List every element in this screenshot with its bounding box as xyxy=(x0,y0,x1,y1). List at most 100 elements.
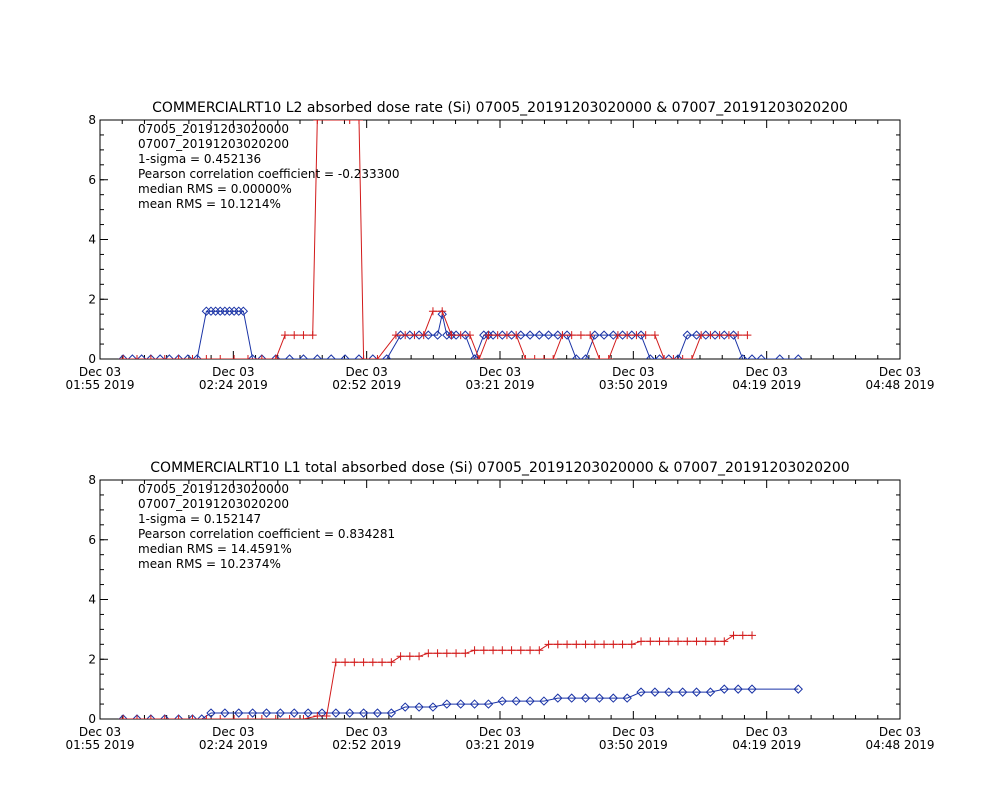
data-point-plus xyxy=(609,640,618,649)
data-point-diamond xyxy=(497,330,508,340)
data-point-diamond xyxy=(423,330,434,340)
data-point-diamond xyxy=(539,696,549,706)
data-point-plus xyxy=(572,640,581,649)
data-point-plus xyxy=(146,355,155,359)
data-point-diamond xyxy=(590,330,600,340)
data-point-plus xyxy=(146,715,155,719)
data-point-plus xyxy=(257,355,266,359)
x-tick-label: Dec 03 xyxy=(79,365,121,379)
data-point-diamond xyxy=(220,306,230,316)
data-point-plus xyxy=(132,715,141,719)
data-point-plus xyxy=(521,355,530,359)
data-point-diamond xyxy=(127,354,138,359)
x-tick-label: 03:50 2019 xyxy=(599,378,668,392)
data-point-diamond xyxy=(155,354,165,359)
x-tick-label: Dec 03 xyxy=(79,725,121,739)
data-point-plus xyxy=(595,355,604,359)
data-point-diamond xyxy=(414,330,424,340)
data-point-plus xyxy=(660,355,669,359)
data-point-diamond xyxy=(261,708,272,718)
data-point-plus xyxy=(669,355,678,359)
x-tick-label: 03:21 2019 xyxy=(466,738,535,752)
x-tick-label: Dec 03 xyxy=(879,365,921,379)
data-point-diamond xyxy=(497,696,508,706)
data-point-plus xyxy=(465,331,474,340)
y-tick-label: 6 xyxy=(88,533,96,547)
data-point-diamond xyxy=(728,330,739,340)
stats-text: median RMS = 14.4591% xyxy=(138,542,292,556)
data-point-plus xyxy=(345,120,354,124)
data-point-diamond xyxy=(345,708,355,718)
data-point-diamond xyxy=(525,330,535,340)
data-point-diamond xyxy=(553,693,563,703)
data-point-diamond xyxy=(691,330,702,340)
data-point-plus xyxy=(581,640,590,649)
data-point-diamond xyxy=(215,306,225,316)
x-tick-label: Dec 03 xyxy=(346,725,388,739)
data-point-plus xyxy=(711,637,720,646)
data-point-diamond xyxy=(275,708,286,718)
data-point-plus xyxy=(202,355,211,359)
y-tick-label: 2 xyxy=(88,652,96,666)
x-tick-label: 02:24 2019 xyxy=(199,738,268,752)
data-point-diamond xyxy=(747,684,757,694)
data-point-plus xyxy=(243,355,252,359)
data-point-plus xyxy=(632,331,641,340)
data-point-plus xyxy=(484,331,493,340)
x-tick-label: 02:52 2019 xyxy=(332,738,401,752)
data-point-plus xyxy=(720,637,729,646)
data-point-diamond xyxy=(400,702,410,712)
x-tick-label: 04:19 2019 xyxy=(732,738,801,752)
data-point-diamond xyxy=(146,354,156,359)
data-point-plus xyxy=(678,355,687,359)
data-point-diamond xyxy=(599,330,609,340)
data-point-plus xyxy=(590,640,599,649)
data-point-diamond xyxy=(210,306,221,316)
data-point-diamond xyxy=(733,684,743,694)
plot-area xyxy=(118,631,803,719)
data-point-plus xyxy=(618,640,627,649)
stats-text: 1-sigma = 0.452136 xyxy=(138,152,261,166)
data-point-diamond xyxy=(793,354,803,359)
x-tick-label: 03:21 2019 xyxy=(466,378,535,392)
data-point-diamond xyxy=(442,330,452,340)
x-tick-label: 01:55 2019 xyxy=(66,738,135,752)
data-point-plus xyxy=(734,331,743,340)
data-point-plus xyxy=(452,649,461,658)
data-point-diamond xyxy=(594,693,605,703)
stats-text: mean RMS = 10.1214% xyxy=(138,197,281,211)
data-point-plus xyxy=(415,652,424,661)
data-point-plus xyxy=(354,120,363,124)
data-point-plus xyxy=(498,646,507,655)
data-point-plus xyxy=(188,715,197,719)
data-point-diamond xyxy=(271,354,281,359)
data-point-plus xyxy=(442,649,451,658)
data-point-diamond xyxy=(664,354,674,359)
data-point-plus xyxy=(216,715,225,719)
data-point-plus xyxy=(724,331,733,340)
series-line xyxy=(123,120,748,359)
data-point-plus xyxy=(715,331,724,340)
data-point-plus xyxy=(502,331,511,340)
data-point-diamond xyxy=(645,354,655,359)
data-point-diamond xyxy=(664,687,674,697)
x-tick-label: Dec 03 xyxy=(746,725,788,739)
data-point-plus xyxy=(119,355,128,359)
data-point-plus xyxy=(391,331,400,340)
data-point-diamond xyxy=(580,354,591,359)
data-point-plus xyxy=(160,355,169,359)
data-point-plus xyxy=(623,331,632,340)
data-point-plus xyxy=(650,331,659,340)
data-point-diamond xyxy=(395,330,406,340)
data-point-plus xyxy=(447,331,456,340)
data-point-diamond xyxy=(437,309,447,319)
data-point-plus xyxy=(160,715,169,719)
data-point-plus xyxy=(271,355,280,359)
data-point-diamond xyxy=(247,708,258,718)
data-point-diamond xyxy=(622,693,632,703)
data-point-plus xyxy=(313,712,322,719)
data-point-diamond xyxy=(331,708,341,718)
data-point-diamond xyxy=(442,699,452,709)
y-tick-label: 4 xyxy=(88,593,96,607)
